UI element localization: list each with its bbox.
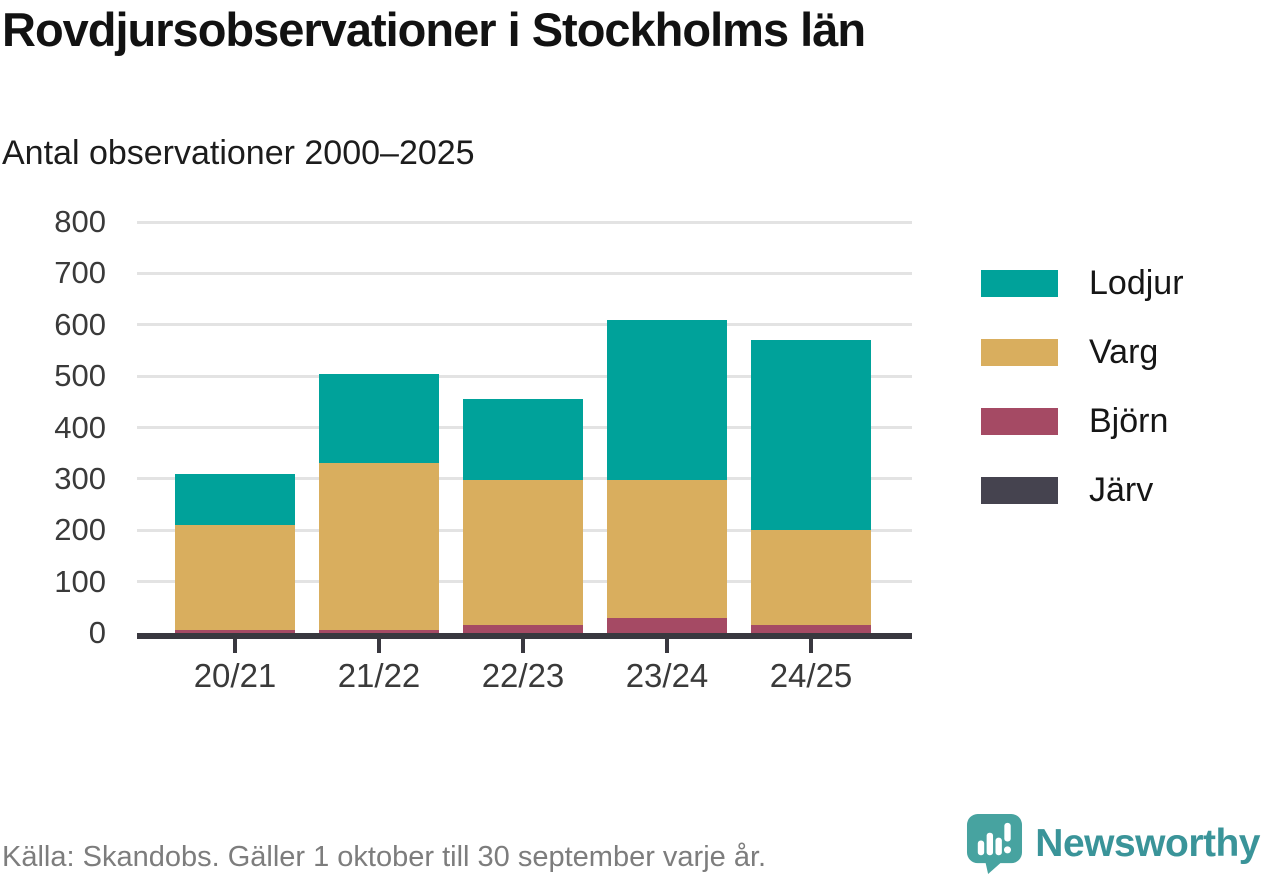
bar-segment-lodjur-23-24 xyxy=(607,319,727,481)
x-tick-label-21-22: 21/22 xyxy=(337,657,421,694)
logo-exclamation-bar xyxy=(1004,822,1011,842)
x-tick-label-24-25: 24/25 xyxy=(769,657,853,694)
chart-subtitle: Antal observationer 2000–2025 xyxy=(2,134,475,172)
legend-item-lodjur: Lodjur xyxy=(981,264,1184,303)
gridline-700 xyxy=(137,271,912,275)
logo-bar-short xyxy=(978,840,985,856)
legend-label-varg: Varg xyxy=(1089,333,1159,371)
y-tick-label-700: 700 xyxy=(54,255,106,291)
x-tick-21-22 xyxy=(377,639,381,653)
y-tick-label-400: 400 xyxy=(54,409,106,445)
legend-swatch-bj-rn xyxy=(981,408,1058,435)
y-tick-label-300: 300 xyxy=(54,460,106,496)
y-tick-label-0: 0 xyxy=(88,615,106,650)
legend-item-varg: Varg xyxy=(981,333,1184,372)
y-tick-label-200: 200 xyxy=(54,512,106,548)
gridline-600 xyxy=(137,323,912,327)
bar-segment-varg-20-21 xyxy=(175,525,295,631)
legend-swatch-varg xyxy=(981,339,1058,366)
legend-swatch-lodjur xyxy=(981,270,1058,297)
bar-segment-lodjur-22-23 xyxy=(463,399,583,481)
bar-segment-bj-rn-24-25 xyxy=(751,625,871,633)
x-tick-label-20-21: 20/21 xyxy=(193,657,277,694)
legend-label-j-rv: Järv xyxy=(1089,471,1154,509)
source-note: Källa: Skandobs. Gäller 1 oktober till 3… xyxy=(2,841,767,873)
y-tick-label-800: 800 xyxy=(54,204,106,239)
bar-segment-varg-22-23 xyxy=(463,480,583,626)
x-tick-24-25 xyxy=(809,639,813,653)
x-tick-23-24 xyxy=(665,639,669,653)
bar-segment-varg-24-25 xyxy=(751,530,871,626)
newsworthy-logo-icon xyxy=(967,814,1023,874)
logo-bar-medium xyxy=(995,837,1003,856)
bar-segment-bj-rn-23-24 xyxy=(607,617,727,633)
bar-segment-bj-rn-20-21 xyxy=(175,630,295,633)
x-axis-line xyxy=(137,633,912,639)
bar-segment-bj-rn-22-23 xyxy=(463,625,583,633)
legend-swatch-j-rv xyxy=(981,477,1058,504)
brand-logo: Newsworthy xyxy=(966,813,1260,874)
bar-segment-varg-21-22 xyxy=(319,463,439,631)
chart-title: Rovdjursobservationer i Stockholms län xyxy=(2,3,866,56)
gridline-800 xyxy=(137,220,912,224)
y-tick-label-500: 500 xyxy=(54,358,106,394)
bar-segment-lodjur-24-25 xyxy=(751,340,871,531)
legend: Lodjur Varg Björn Järv xyxy=(981,264,1184,540)
y-tick-label-600: 600 xyxy=(54,306,106,342)
x-tick-22-23 xyxy=(521,639,525,653)
logo-bar-tall xyxy=(986,832,994,856)
bar-segment-bj-rn-21-22 xyxy=(319,630,439,633)
y-tick-label-100: 100 xyxy=(54,563,106,599)
legend-item-j-rv: Järv xyxy=(981,471,1184,510)
legend-label-bj-rn: Björn xyxy=(1089,402,1169,440)
bar-segment-varg-23-24 xyxy=(607,480,727,618)
gridline-500 xyxy=(137,374,912,378)
legend-item-bj-rn: Björn xyxy=(981,402,1184,441)
logo-exclamation-dot xyxy=(1004,846,1012,854)
brand-name: Newsworthy xyxy=(1035,821,1260,865)
x-tick-label-22-23: 22/23 xyxy=(481,657,565,694)
x-tick-20-21 xyxy=(233,639,237,653)
bar-segment-lodjur-21-22 xyxy=(319,373,439,464)
x-tick-label-23-24: 23/24 xyxy=(625,657,709,694)
legend-label-lodjur: Lodjur xyxy=(1089,264,1184,302)
bar-segment-lodjur-20-21 xyxy=(175,473,295,526)
